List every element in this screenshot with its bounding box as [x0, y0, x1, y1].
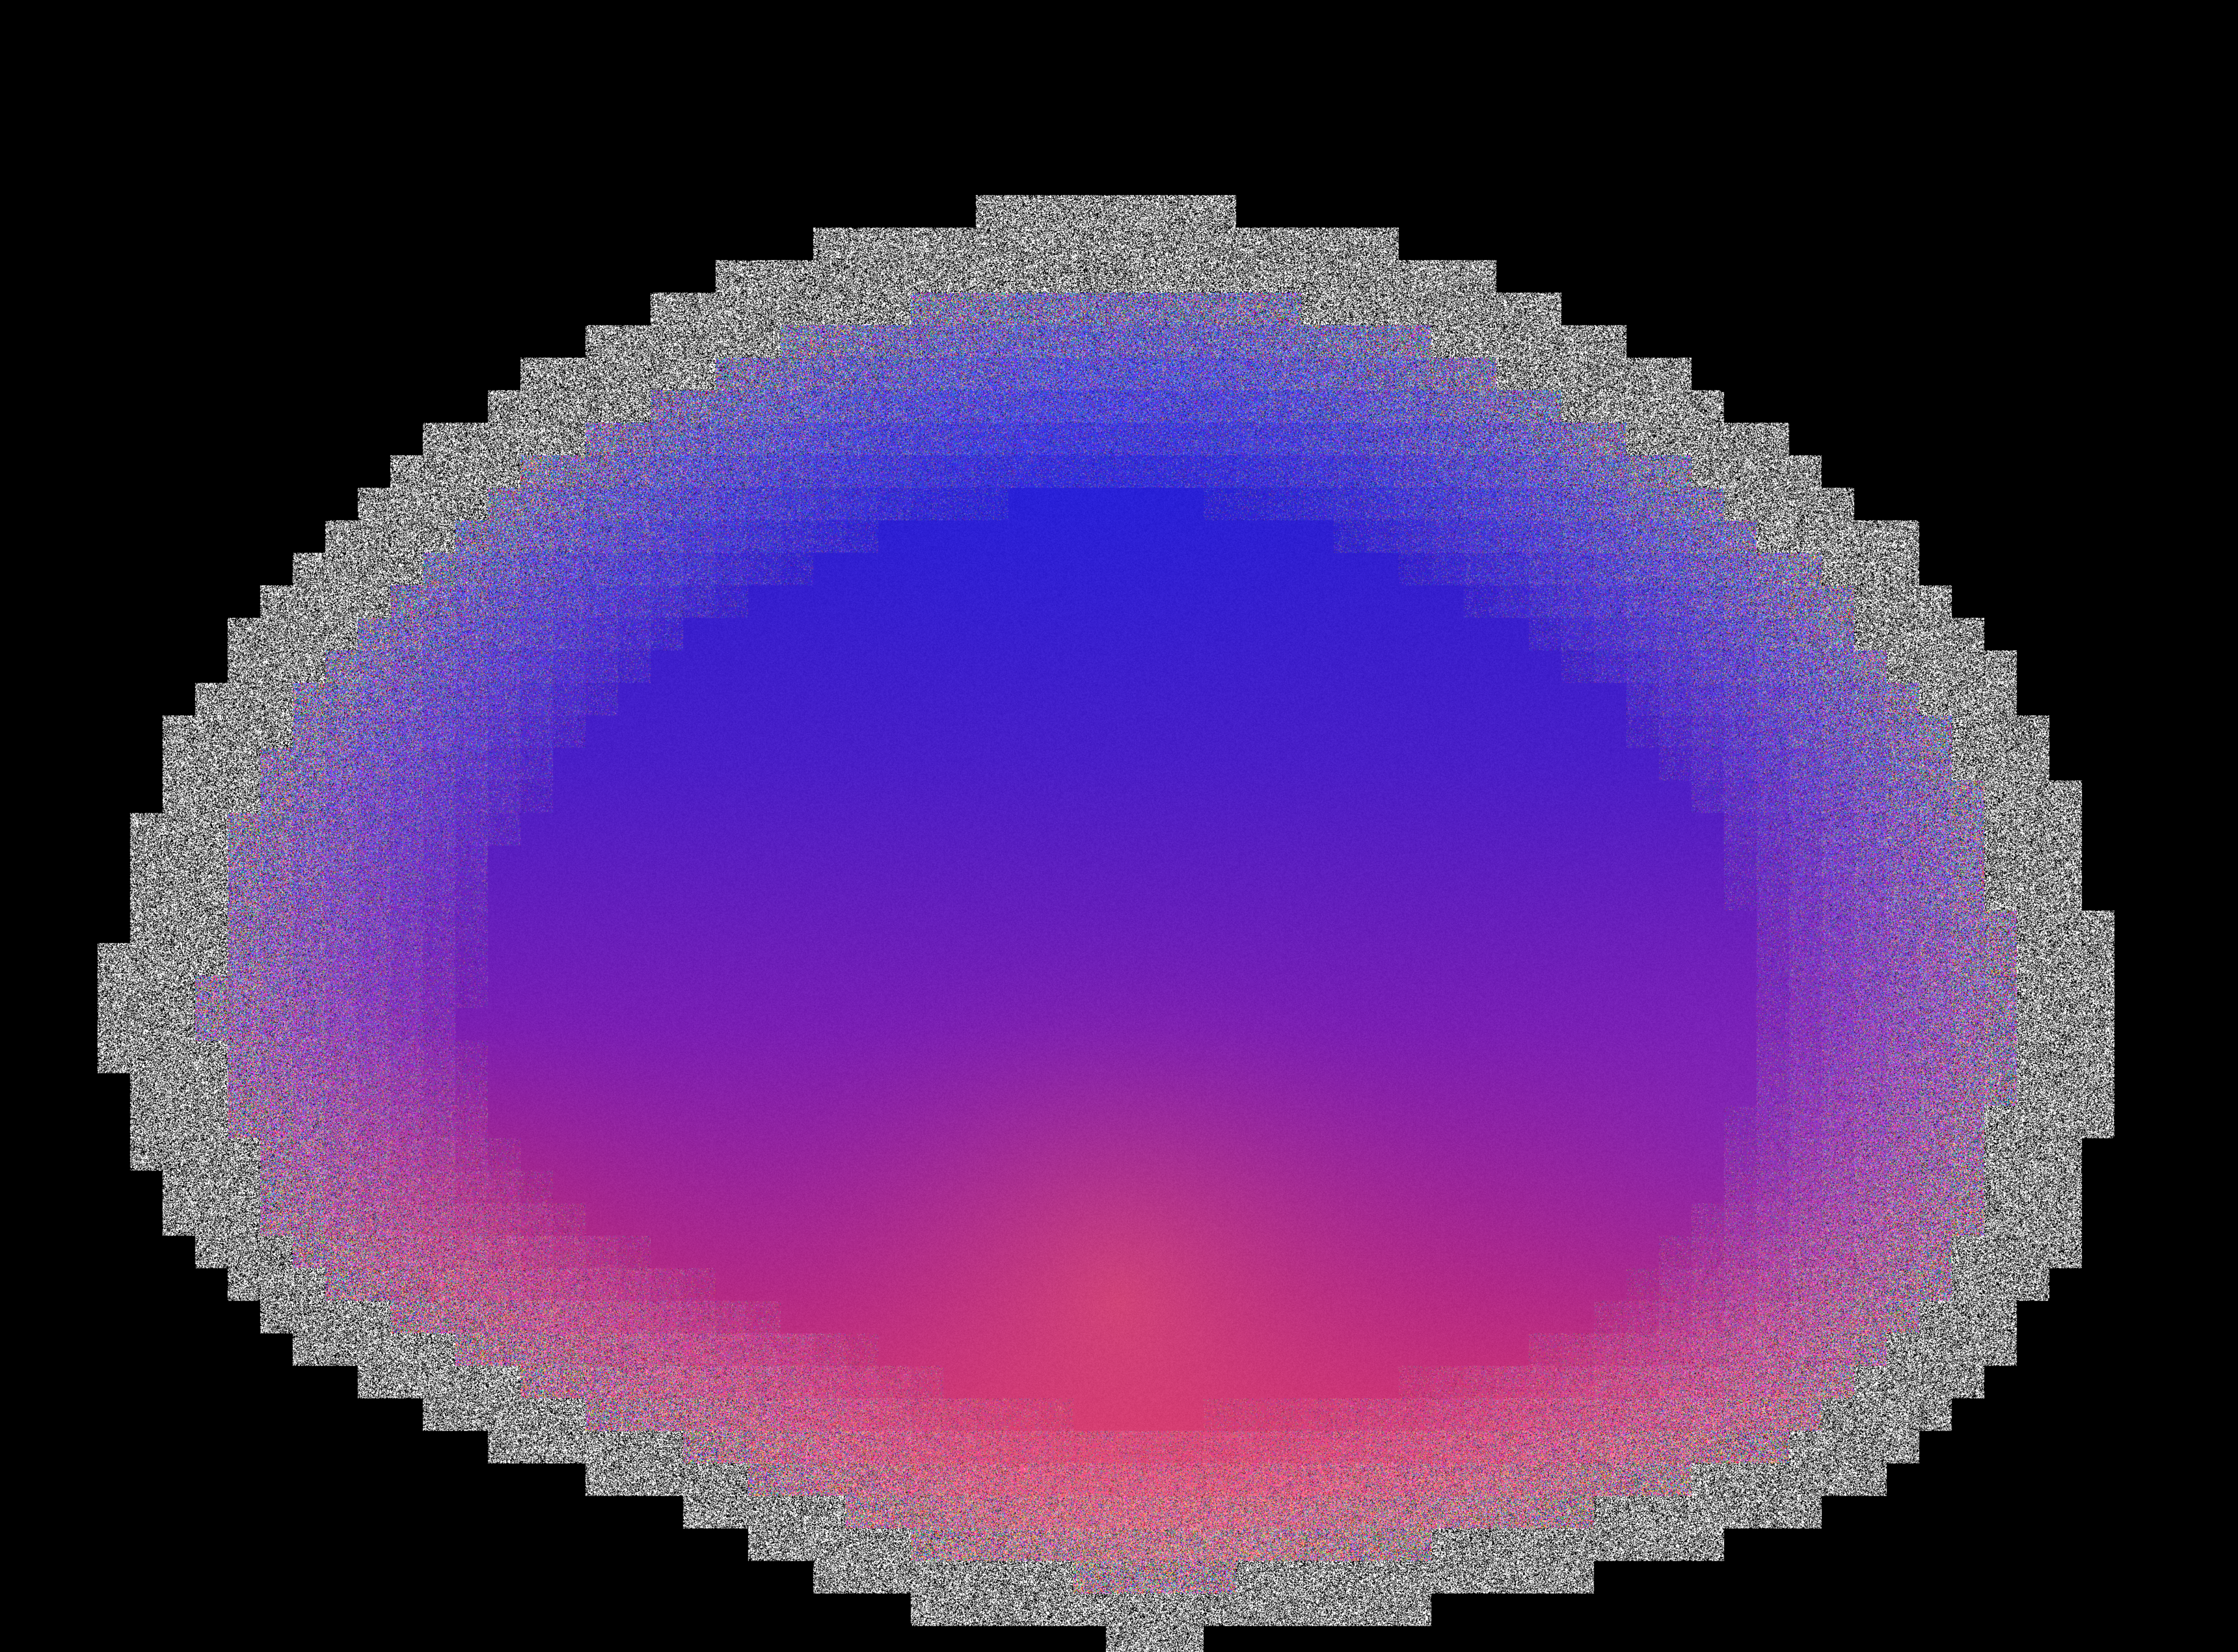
- artwork-stage: Noise Blob Render: [0, 0, 2238, 1652]
- noise-blob-canvas: [0, 0, 2238, 1652]
